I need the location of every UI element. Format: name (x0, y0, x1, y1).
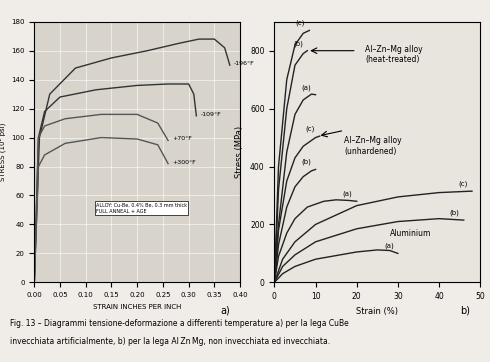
Text: (b): (b) (302, 159, 312, 165)
X-axis label: Strain (%): Strain (%) (356, 307, 398, 316)
Text: (c): (c) (458, 181, 467, 187)
Text: ALLOY: Cu-Be, 0.4% Be, 0.3 mm thick
FULL ANNEAL + AGE: ALLOY: Cu-Be, 0.4% Be, 0.3 mm thick FULL… (96, 203, 187, 214)
Text: (a): (a) (302, 84, 312, 90)
Text: (b): (b) (450, 210, 460, 216)
Text: -196°F: -196°F (234, 61, 255, 66)
Text: (c): (c) (306, 126, 315, 132)
Text: Al–Zn–Mg alloy
(unhardened): Al–Zn–Mg alloy (unhardened) (344, 136, 402, 156)
Text: Al–Zn–Mg alloy
(heat-treated): Al–Zn–Mg alloy (heat-treated) (365, 45, 422, 64)
Text: a): a) (220, 306, 230, 316)
Y-axis label: STRESS (10² psi): STRESS (10² psi) (0, 123, 5, 181)
Text: (a): (a) (343, 191, 353, 197)
Text: (c): (c) (295, 20, 305, 26)
Text: Aluminium: Aluminium (390, 229, 431, 238)
Text: (b): (b) (294, 40, 303, 47)
Text: +70°F: +70°F (172, 136, 192, 142)
Text: Fig. 13 – Diagrammi tensione-deformazione a differenti temperature a) per la leg: Fig. 13 – Diagrammi tensione-deformazion… (10, 319, 348, 328)
Text: b): b) (460, 306, 470, 316)
Y-axis label: Stress (MPa): Stress (MPa) (236, 126, 245, 178)
Text: +300°F: +300°F (172, 160, 196, 165)
X-axis label: STRAIN INCHES PER INCH: STRAIN INCHES PER INCH (93, 304, 181, 310)
Text: invecchiata artificialmente, b) per la lega Al Zn Mg, non invecchiata ed invecch: invecchiata artificialmente, b) per la l… (10, 337, 330, 346)
Text: -109°F: -109°F (200, 112, 221, 117)
Text: (a): (a) (384, 243, 394, 249)
